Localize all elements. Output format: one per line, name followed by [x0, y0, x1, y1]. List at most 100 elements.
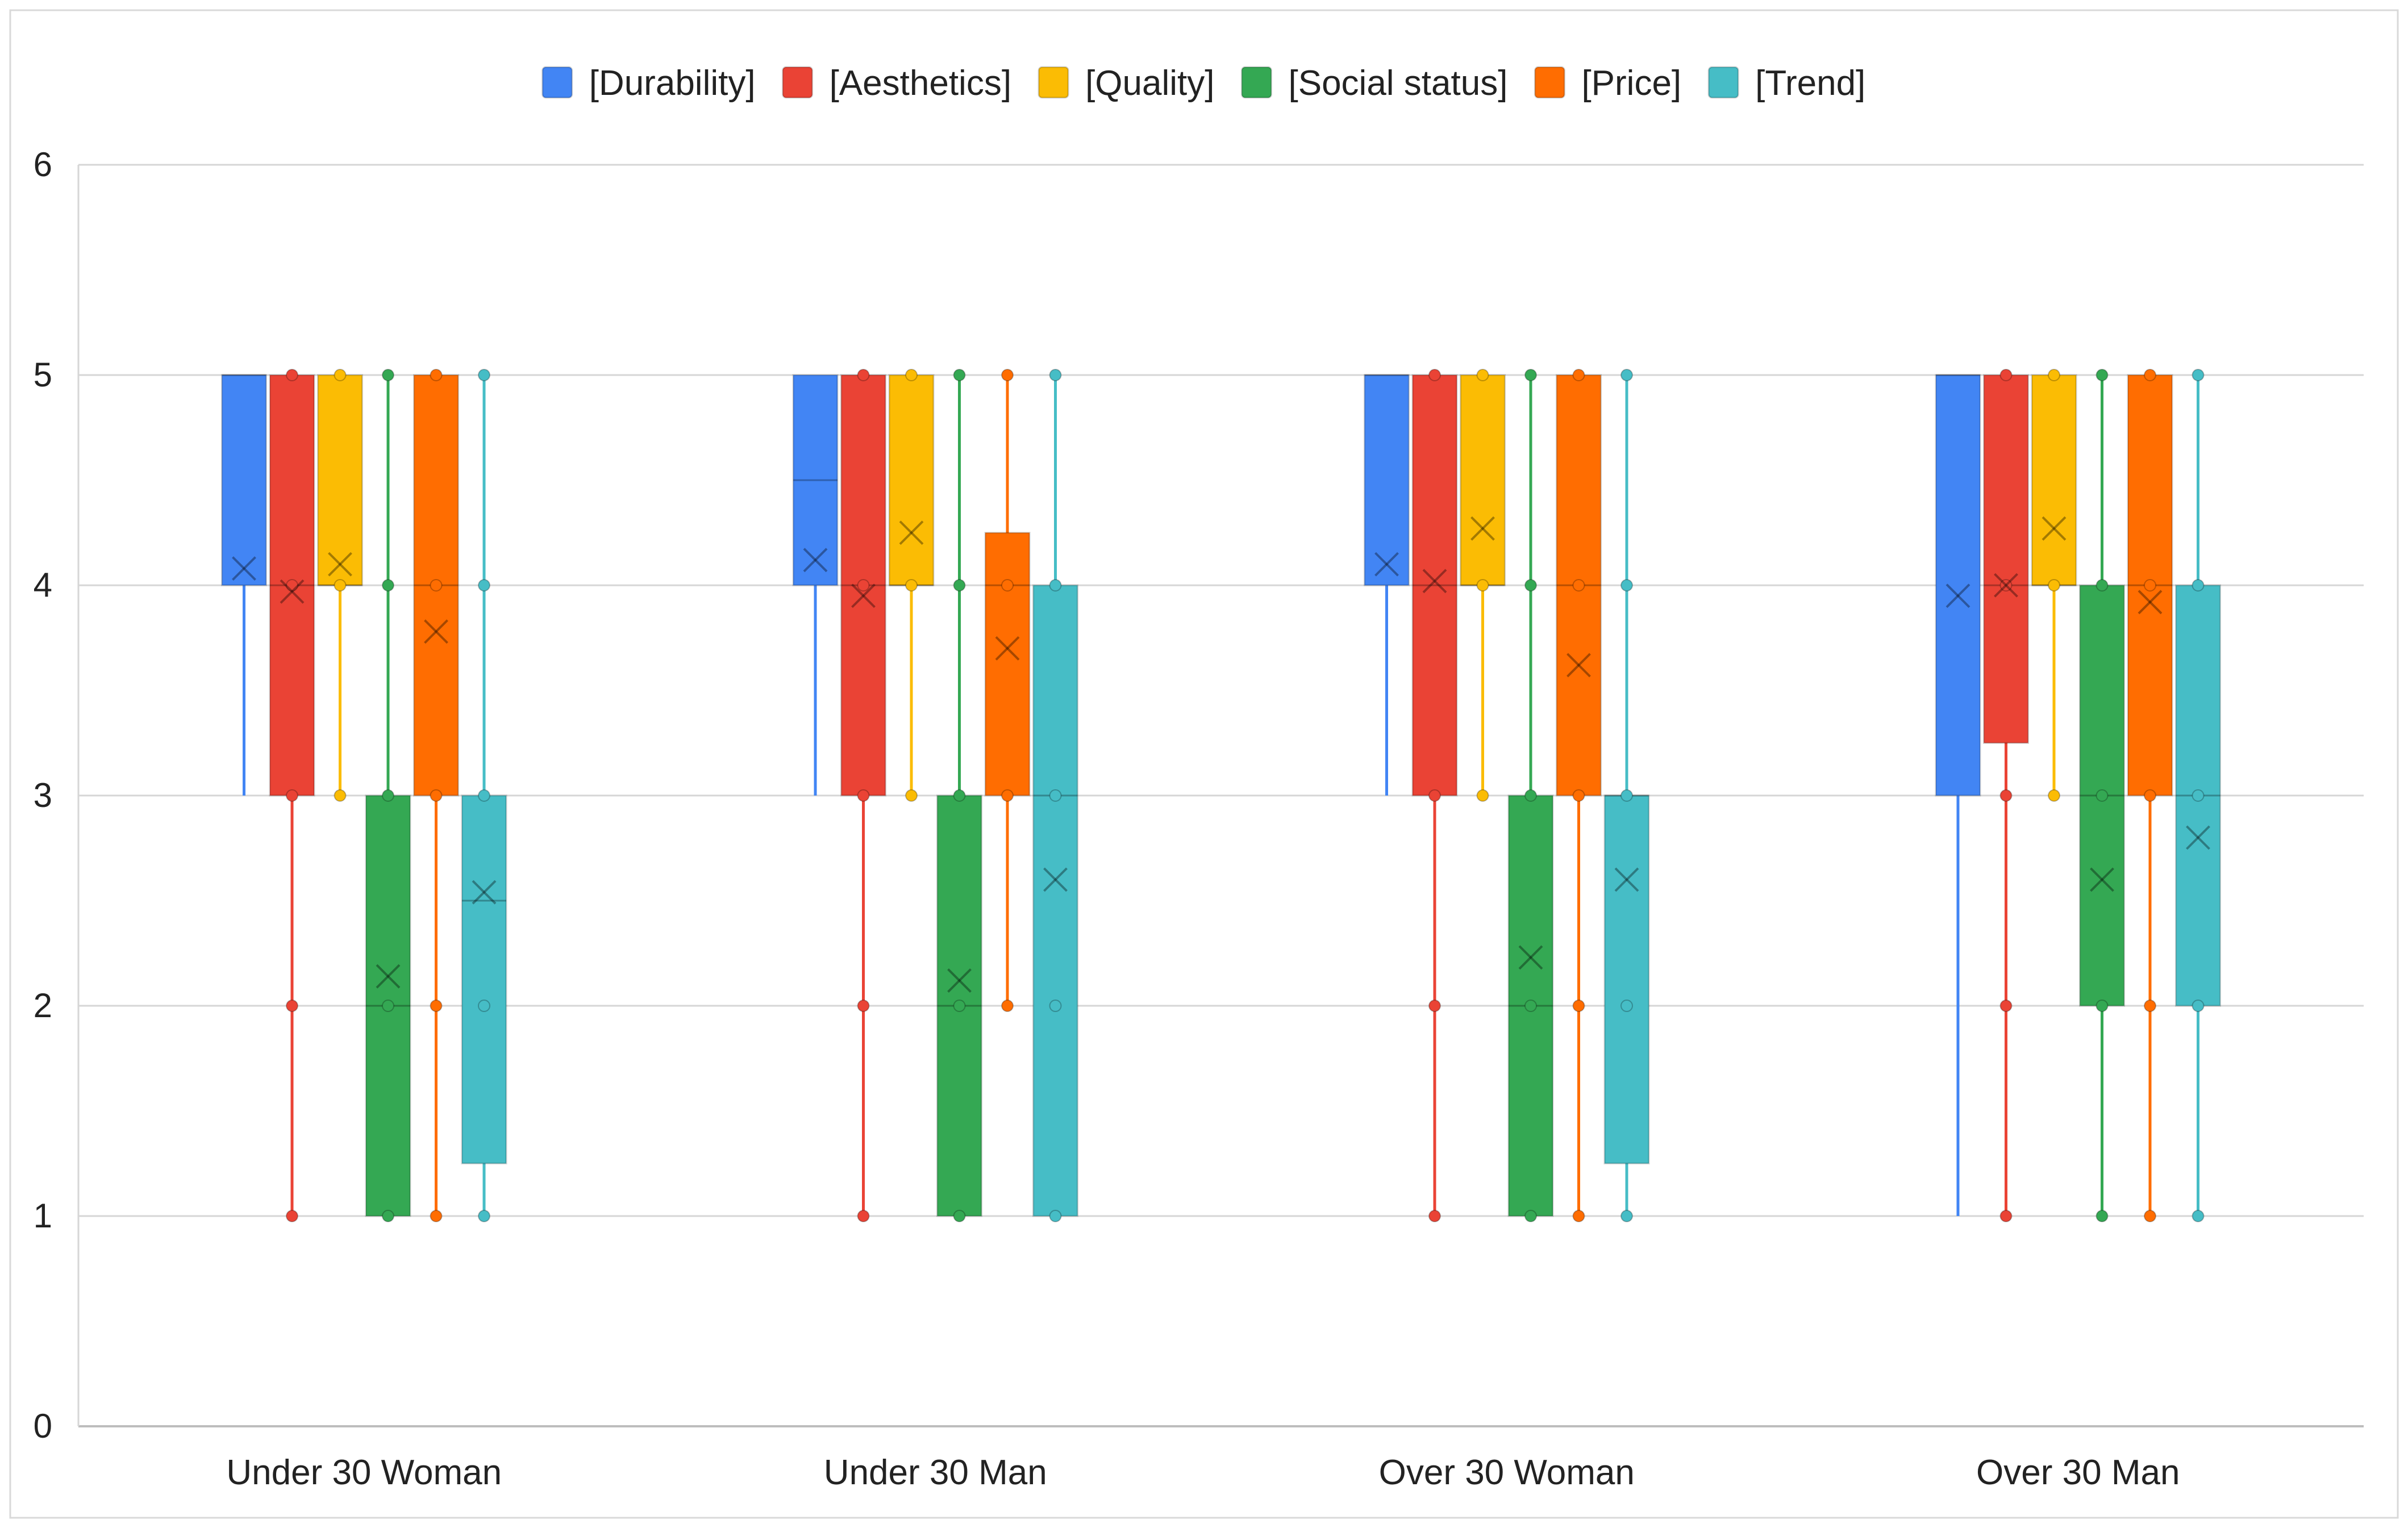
data-point — [2095, 579, 2109, 592]
data-point — [1999, 1000, 2013, 1012]
legend-label: [Aesthetics] — [830, 64, 1011, 103]
mean-marker — [899, 521, 924, 545]
mean-marker — [280, 579, 305, 604]
box-plot-item — [413, 369, 459, 1222]
x-category-label: Under 30 Man — [824, 1453, 1047, 1492]
x-category-label: Under 30 Woman — [226, 1453, 502, 1492]
legend-label: [Quality] — [1085, 64, 1214, 103]
y-tick-label: 4 — [34, 566, 52, 604]
mean-marker — [328, 552, 352, 577]
data-point — [905, 789, 918, 802]
data-point — [2192, 789, 2205, 802]
data-point — [905, 369, 918, 381]
data-point — [1428, 789, 1441, 802]
data-point — [1620, 1210, 1633, 1222]
data-point — [334, 369, 347, 381]
data-point — [478, 1210, 490, 1222]
mean-marker — [1994, 573, 2018, 598]
mean-marker — [947, 968, 972, 993]
data-point — [1049, 1210, 1062, 1222]
legend-swatch — [541, 66, 573, 99]
data-point — [430, 369, 443, 381]
mean-marker — [2090, 867, 2114, 892]
mean-marker — [1470, 516, 1495, 541]
box — [1603, 794, 1650, 1164]
data-point — [1001, 1000, 1014, 1012]
box — [461, 794, 507, 1164]
legend-label: [Trend] — [1755, 64, 1865, 103]
data-point — [430, 1000, 443, 1012]
data-point — [1428, 1000, 1441, 1012]
y-tick-label: 6 — [34, 145, 52, 184]
box-plot-item — [1364, 374, 1410, 796]
box — [984, 532, 1031, 797]
legend-label: [Social status] — [1288, 64, 1507, 103]
mean-marker — [1374, 552, 1399, 577]
data-point — [953, 1000, 966, 1012]
mean-marker — [2042, 516, 2067, 541]
data-point — [1572, 789, 1585, 802]
data-point — [2048, 369, 2060, 381]
data-point — [1049, 789, 1062, 802]
mean-marker — [1567, 653, 1591, 678]
data-point — [382, 1210, 394, 1222]
x-category-label: Over 30 Woman — [1379, 1453, 1635, 1492]
y-tick-label: 2 — [34, 986, 52, 1025]
mean-marker — [2138, 590, 2163, 615]
mean-marker — [1994, 573, 2018, 598]
box — [1032, 584, 1078, 1217]
data-point — [857, 789, 870, 802]
box-plot-item — [269, 369, 315, 1222]
data-point — [1524, 369, 1537, 381]
box-plot-item — [221, 374, 267, 796]
box — [1364, 374, 1410, 586]
mean-marker — [1614, 867, 1639, 892]
mean-marker — [232, 556, 256, 581]
data-point — [2048, 579, 2060, 592]
y-tick-label: 3 — [34, 776, 52, 814]
data-point — [1476, 579, 1489, 592]
data-point — [1001, 789, 1014, 802]
data-point — [334, 789, 347, 802]
data-point — [1524, 579, 1537, 592]
data-point — [286, 1000, 298, 1012]
mean-marker — [424, 619, 448, 644]
data-point — [2144, 369, 2156, 381]
box-plot-item — [2175, 369, 2221, 1222]
mean-marker — [1374, 552, 1399, 577]
data-point — [1476, 789, 1489, 802]
data-point — [2144, 1210, 2156, 1222]
box — [2031, 374, 2077, 586]
data-point — [2095, 789, 2109, 802]
mean-marker — [803, 548, 828, 573]
data-point — [857, 1210, 870, 1222]
legend-item: [Price] — [1534, 64, 1681, 103]
data-point — [430, 789, 443, 802]
data-point — [1049, 579, 1062, 592]
legend-item: [Social status] — [1240, 64, 1507, 103]
legend-label: [Durability] — [589, 64, 756, 103]
data-point — [1524, 789, 1537, 802]
data-point — [1620, 789, 1633, 802]
box-plot-item — [365, 369, 411, 1222]
box-plot-item — [2031, 369, 2077, 802]
data-point — [2095, 1000, 2109, 1012]
data-point — [2144, 1000, 2156, 1012]
data-point — [2095, 369, 2109, 381]
mean-marker — [2138, 590, 2163, 615]
data-point — [953, 369, 966, 381]
box-plot-item — [461, 369, 507, 1222]
data-point — [430, 579, 443, 592]
data-point — [2048, 789, 2060, 802]
mean-marker — [2186, 825, 2210, 850]
mean-marker — [851, 584, 876, 608]
mean-marker — [1567, 653, 1591, 678]
box — [221, 374, 267, 586]
data-point — [2144, 579, 2156, 592]
data-point — [2192, 1000, 2205, 1012]
axes: 0 1 2 3 4 5 6 Under 30 Woman Under 30 Man Over 30… — [34, 145, 2180, 1492]
legend-swatch — [1038, 66, 1069, 99]
chart-border — [9, 9, 2399, 1519]
data-point — [1620, 579, 1633, 592]
